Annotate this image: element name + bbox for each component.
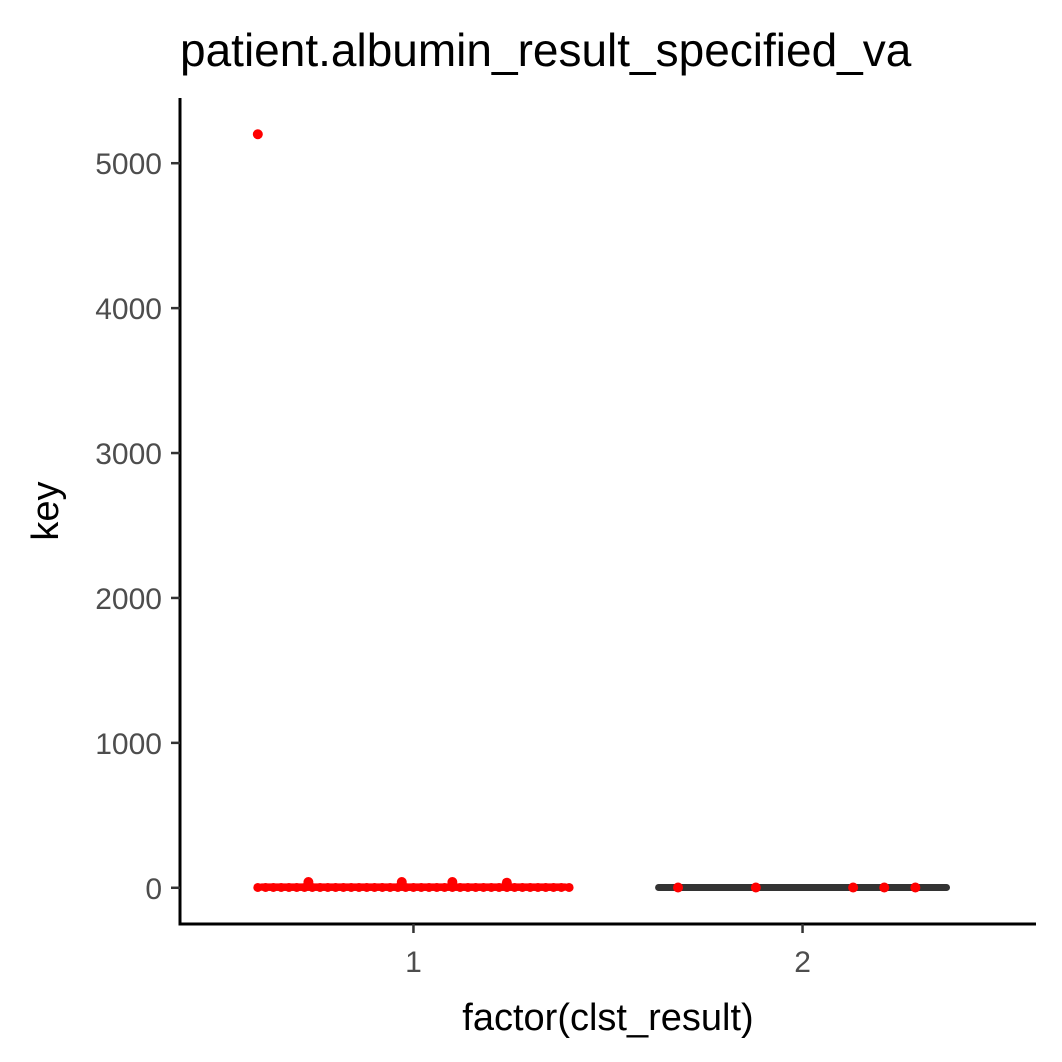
- data-point: [501, 877, 512, 888]
- y-tick-label: 3000: [95, 438, 162, 471]
- jitter-point: [440, 882, 450, 892]
- data-point: [673, 882, 684, 893]
- data-point: [848, 882, 859, 893]
- jitter-point: [416, 882, 426, 892]
- data-point: [252, 129, 263, 140]
- jitter-point: [549, 882, 559, 892]
- jitter-point: [346, 882, 356, 892]
- x-axis-title: factor(clst_result): [462, 997, 753, 1039]
- chart-title: patient.albumin_result_specified_va: [180, 24, 912, 76]
- y-tick-label: 0: [145, 873, 162, 906]
- jitter-point: [455, 882, 465, 892]
- jitter-point: [323, 882, 333, 892]
- x-tick-label: 2: [794, 946, 811, 979]
- y-tick-label: 5000: [95, 148, 162, 181]
- data-point: [879, 882, 890, 893]
- jitter-point: [564, 882, 574, 892]
- jitter-point: [338, 882, 348, 892]
- jitter-point: [253, 882, 263, 892]
- jitter-point: [261, 882, 271, 892]
- jitter-point: [385, 882, 395, 892]
- jitter-point: [424, 882, 434, 892]
- data-point: [910, 882, 921, 893]
- y-tick-label: 1000: [95, 728, 162, 761]
- jitter-point: [408, 882, 418, 892]
- y-axis-ticks: 0 1000 2000 3000 4000 5000: [95, 148, 180, 906]
- jitter-point: [486, 882, 496, 892]
- jitter-point: [517, 882, 527, 892]
- data-point: [396, 876, 407, 887]
- jitter-point: [354, 882, 364, 892]
- y-tick-label: 4000: [95, 293, 162, 326]
- y-axis-title: key: [25, 481, 67, 540]
- jitter-point: [432, 882, 442, 892]
- jitter-point: [268, 882, 278, 892]
- jitter-point: [525, 882, 535, 892]
- jitter-point: [292, 882, 302, 892]
- jitter-point: [276, 882, 286, 892]
- y-tick-label: 2000: [95, 583, 162, 616]
- jitter-point: [284, 882, 294, 892]
- jitter-point: [556, 882, 566, 892]
- jitter-point: [478, 882, 488, 892]
- x-tick-label: 1: [405, 946, 422, 979]
- data-point: [303, 876, 314, 887]
- jitter-point: [362, 882, 372, 892]
- jitter-point: [331, 882, 341, 892]
- jitter-point: [471, 882, 481, 892]
- data-point: [750, 882, 761, 893]
- jitter-point: [494, 882, 504, 892]
- jitter-point: [541, 882, 551, 892]
- jitter-point: [510, 882, 520, 892]
- jitter-point: [370, 882, 380, 892]
- jitter-point: [533, 882, 543, 892]
- data-point: [447, 876, 458, 887]
- jitter-point: [377, 882, 387, 892]
- jitter-point: [315, 882, 325, 892]
- plot-area: [252, 129, 951, 893]
- jitter-point: [463, 882, 473, 892]
